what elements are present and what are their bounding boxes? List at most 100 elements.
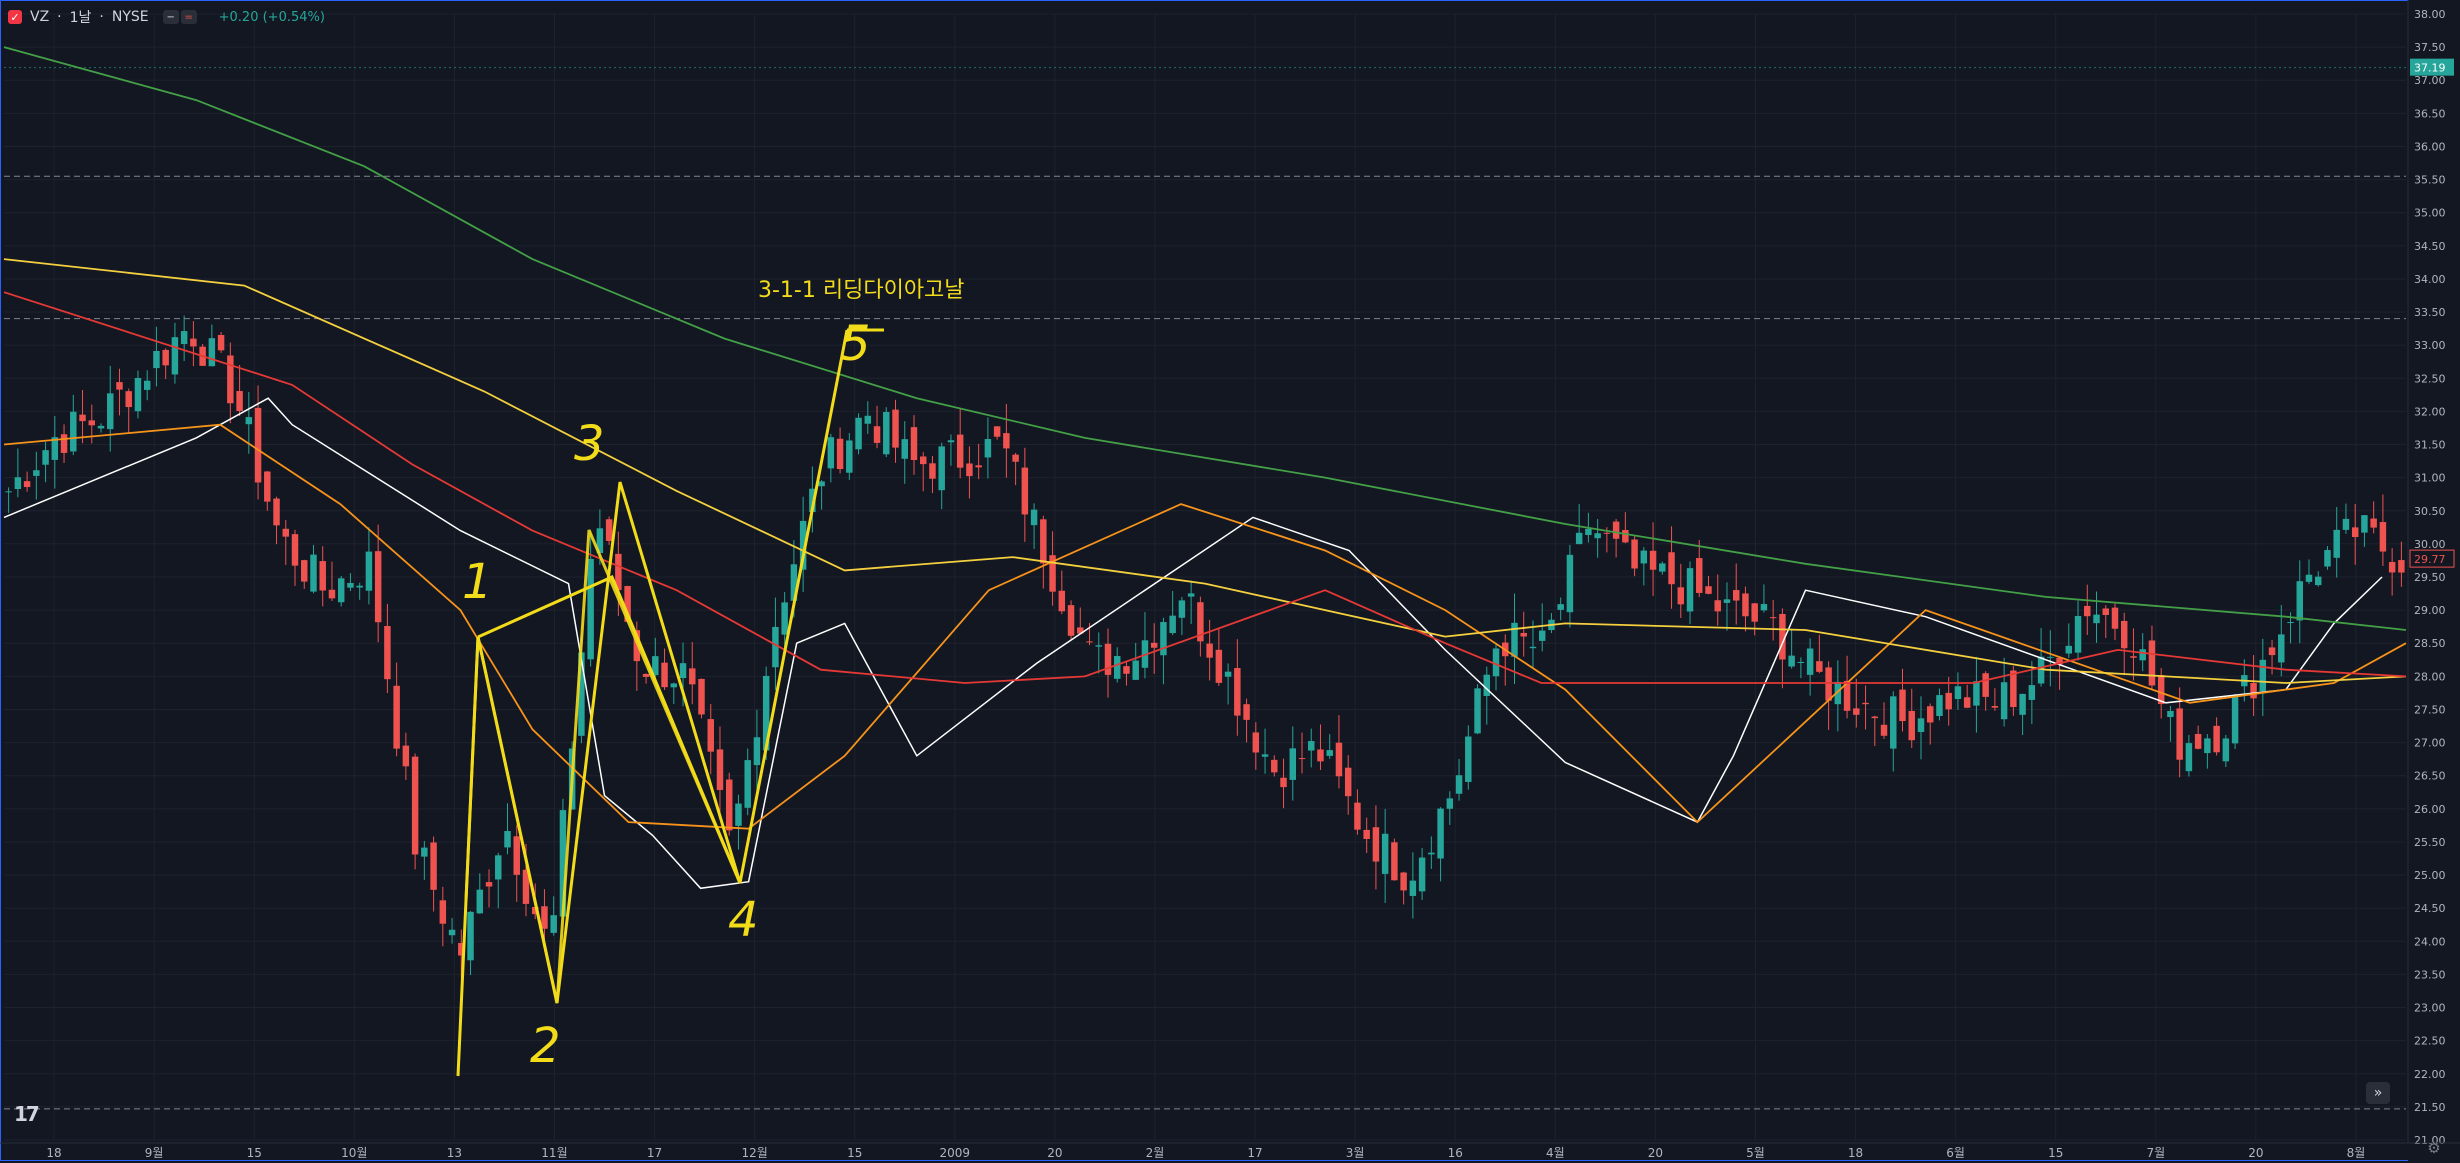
candle-body [504,831,510,847]
candle-body [273,499,279,526]
candle-body [1557,604,1563,610]
wave-label-2: 2 [530,1018,561,1074]
candle-body [2010,671,2016,707]
last-price-label: 37.19 [2414,62,2446,75]
candle-body [70,412,76,452]
candle-body [116,382,122,390]
price-tick-label: 32.50 [2414,372,2446,385]
candle-body [1363,830,1369,839]
scroll-to-realtime-button[interactable]: » [2366,1082,2390,1104]
candle-body [1936,695,1942,716]
symbol-name[interactable]: VZ [30,9,49,25]
price-tick-label: 33.50 [2414,306,2446,319]
candle-body [319,561,325,590]
candle-body [1299,758,1305,759]
price-tick-label: 22.00 [2414,1068,2446,1081]
annotation-title[interactable]: 3-1-1 리딩다이아고날 [758,272,965,304]
candle-body [15,477,21,489]
wave-label-5: 5 [840,316,871,372]
candle-body [1059,591,1065,612]
candle-body [1188,593,1194,596]
candle-body [855,418,861,450]
price-tick-label: 22.50 [2414,1035,2446,1048]
candle-body [1604,533,1610,534]
candle-body [1825,667,1831,700]
candle-body [1243,704,1249,720]
candle-body [1345,768,1351,796]
time-tick-label: 2009 [940,1146,971,1160]
candle-body [1650,551,1656,570]
candle-body [2297,581,2303,620]
time-tick-label: 18 [1848,1146,1863,1160]
candle-body [236,391,242,411]
candle-body [1890,696,1896,748]
price-axis: 38.0037.5037.0036.5036.0035.5035.0034.50… [2408,0,2460,1163]
candle-body [1881,725,1887,736]
candle-body [1031,510,1037,525]
time-tick-label: 8월 [2347,1146,2366,1160]
candle-body [1096,645,1102,646]
candle-body [2370,519,2376,528]
equals-icon[interactable]: = [181,10,197,24]
candle-body [2380,522,2386,552]
candle-body [2213,726,2219,752]
candle-body [1724,599,1730,603]
time-tick-label: 9월 [145,1146,164,1160]
wave-trendline [466,530,740,1003]
candle-body [2075,616,2081,653]
minus-icon[interactable]: − [163,10,179,24]
candle-body [2361,515,2367,533]
candle-body [1751,603,1757,621]
candle-body [2121,621,2127,648]
candle-body [1955,686,1961,699]
candle-body [772,627,778,667]
price-tick-label: 32.00 [2414,405,2446,418]
candle-body [606,519,612,541]
candle-body [2232,696,2238,744]
candle-body [892,410,898,448]
candle-body [2001,682,2007,719]
candle-body [1567,555,1573,612]
candle-body [1160,622,1166,655]
time-tick-label: 16 [1448,1146,1463,1160]
time-tick-label: 10월 [341,1146,367,1160]
candle-body [1945,693,1951,709]
price-tick-label: 23.00 [2414,1002,2446,1015]
wave-label-3: 3 [574,416,605,472]
candle-body [2315,577,2321,585]
candle-body [1317,749,1323,761]
candle-body [1585,529,1591,535]
candle-body [2029,685,2035,700]
candle-body [384,626,390,679]
tradingview-logo-icon[interactable]: 17 [14,1102,38,1126]
candle-body [966,463,972,476]
interval-label[interactable]: 1날 [70,7,92,27]
candle-body [865,416,871,424]
candle-body [1410,881,1416,896]
candle-body [2260,660,2266,691]
candle-body [2333,530,2339,558]
candle-body [2278,634,2284,662]
candle-body [1484,675,1490,696]
candle-body [2103,608,2109,615]
candle-body [2139,649,2145,660]
price-tick-label: 29.50 [2414,571,2446,584]
candle-body [1151,643,1157,648]
separator: · [99,9,103,25]
candle-body [2398,560,2404,572]
candle-body [1770,617,1776,618]
candle-body [42,450,48,465]
candle-body [366,552,372,591]
price-tick-label: 38.00 [2414,8,2446,21]
candle-body [356,586,362,588]
candle-body [1206,644,1212,658]
moving-averages [4,47,2406,888]
price-tick-label: 30.00 [2414,538,2446,551]
candle-body [975,465,981,467]
time-axis: 18 9월 15 10월 13 11월 17 12월 15 2009 20 2월 17 3월 16 4월 20 5… [0,1143,2460,1160]
candle-body [1576,533,1582,544]
candle-body [1964,697,1970,707]
candle-body [587,559,593,659]
settings-gear-icon[interactable]: ⚙ [2424,1138,2444,1158]
